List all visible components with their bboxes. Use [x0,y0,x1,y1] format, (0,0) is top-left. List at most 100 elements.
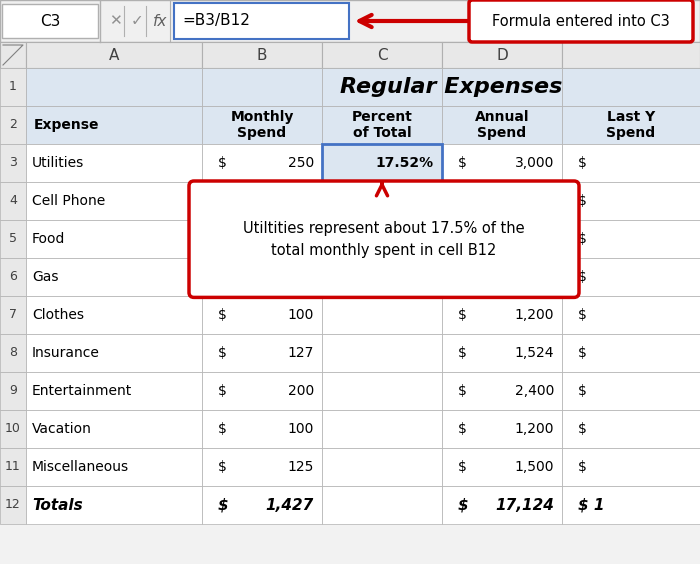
Bar [562,68,700,106]
Text: Clothes: Clothes [32,308,84,322]
Text: C: C [377,47,387,63]
Text: 3: 3 [9,156,17,170]
Text: 1,200: 1,200 [514,422,554,436]
Text: Percent
of Total: Percent of Total [351,110,412,140]
Bar [26,258,202,296]
Bar [562,486,700,524]
Bar [202,182,322,220]
Text: $: $ [578,156,587,170]
Bar [322,448,442,486]
Text: $: $ [458,194,467,208]
Text: Annual
Spend: Annual Spend [475,110,529,140]
Bar [442,410,562,448]
Bar [202,68,322,106]
Bar [0,296,26,334]
Text: 7: 7 [9,309,17,321]
Text: $: $ [218,156,227,170]
Bar [442,372,562,410]
Bar [0,372,26,410]
Bar [26,296,202,334]
Text: Regular Expenses: Regular Expenses [340,77,562,97]
Bar [202,410,322,448]
Text: 1: 1 [9,81,17,94]
Bar [562,372,700,410]
Bar [442,220,562,258]
Bar [202,448,322,486]
Text: 2: 2 [9,118,17,131]
Bar [322,144,442,182]
Text: 1,200: 1,200 [514,194,554,208]
Bar [202,106,322,144]
Text: 2,400: 2,400 [514,384,554,398]
Bar [562,106,700,144]
Bar [442,448,562,486]
Bar [26,68,202,106]
Bar [26,372,202,410]
Text: Cell Phone: Cell Phone [32,194,105,208]
Bar [322,220,442,258]
Bar [442,106,562,144]
Bar [562,42,700,68]
Text: $: $ [458,497,468,513]
Bar [562,258,700,296]
Bar [0,0,700,42]
Text: 125: 125 [288,460,314,474]
Text: Insurance: Insurance [32,346,100,360]
Text: 127: 127 [288,346,314,360]
Text: 11: 11 [5,460,21,474]
Bar [0,106,26,144]
Bar [26,334,202,372]
Bar [322,68,442,106]
Text: $: $ [578,384,587,398]
Text: 100: 100 [288,422,314,436]
Bar [26,106,202,144]
Text: 10: 10 [5,422,21,435]
Bar [322,258,442,296]
Bar [26,42,202,68]
Bar [322,372,442,410]
Bar [202,334,322,372]
Text: 17.52%: 17.52% [376,156,434,170]
Bar [562,220,700,258]
Text: 100: 100 [288,308,314,322]
Text: $: $ [218,308,227,322]
Bar [202,258,322,296]
Text: $: $ [578,460,587,474]
Bar [562,182,700,220]
Bar [442,334,562,372]
Text: ✓: ✓ [131,14,144,29]
Text: $: $ [458,384,467,398]
Bar [322,42,442,68]
Bar [562,296,700,334]
Text: A: A [108,47,119,63]
Text: $: $ [218,497,229,513]
Bar [442,182,562,220]
Text: $: $ [458,460,467,474]
Bar [0,410,26,448]
Bar [202,372,322,410]
Bar [0,258,26,296]
Bar [26,144,202,182]
Bar [26,182,202,220]
Text: ✕: ✕ [108,14,121,29]
Text: 9: 9 [9,385,17,398]
Text: Utiltities represent about 17.5% of the
total monthly spent in cell B12: Utiltities represent about 17.5% of the … [243,221,525,258]
Bar [174,3,349,39]
Text: $: $ [218,346,227,360]
FancyBboxPatch shape [189,181,579,297]
Text: Gas: Gas [32,270,59,284]
Text: C3: C3 [40,14,60,29]
Text: Utilities: Utilities [32,156,84,170]
Bar [202,144,322,182]
Text: Vacation: Vacation [32,422,92,436]
Text: 1,524: 1,524 [514,346,554,360]
Text: Totals: Totals [32,497,83,513]
Bar [442,42,562,68]
Bar [442,144,562,182]
Text: $: $ [578,308,587,322]
Text: 12: 12 [5,499,21,512]
Bar [202,296,322,334]
Bar [0,182,26,220]
Bar [0,334,26,372]
Text: 250: 250 [288,156,314,170]
